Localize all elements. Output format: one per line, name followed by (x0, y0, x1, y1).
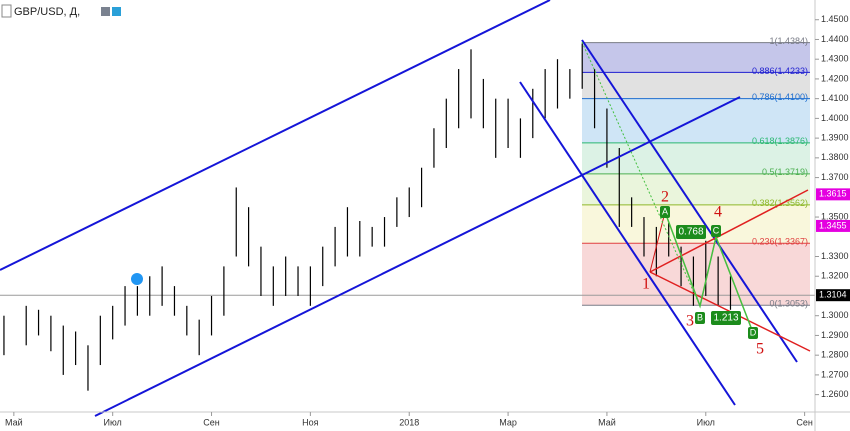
pattern-point: B (697, 312, 703, 322)
channel-line[interactable] (519, 81, 736, 406)
legend: GBP/USD, Д, (1, 4, 143, 285)
y-tick-label: 1.4200 (821, 73, 849, 83)
wave-label: 5 (756, 341, 764, 358)
y-tick-label: 1.3500 (821, 211, 849, 221)
event-marker[interactable] (131, 273, 143, 285)
abcd-path[interactable] (664, 211, 753, 331)
axes: 1.2600 1.2700 1.2800 1.2900 1.3000 1.3200 1.33… (5, 14, 850, 427)
pattern-point: A (662, 206, 668, 216)
fib-label: 0.786(1.4100) (752, 92, 808, 102)
pattern-point-box (748, 327, 758, 339)
y-tick-label: 1.3200 (821, 271, 849, 281)
wave-label: 2 (661, 189, 669, 206)
x-tick-label: Май (5, 417, 23, 427)
y-tick-label: 1.2700 (821, 369, 849, 379)
x-tick-label: Сен (796, 417, 813, 427)
y-tick-label: 1.2600 (821, 389, 849, 399)
price-label: 1.3615 (819, 189, 847, 199)
fib-band (582, 142, 810, 174)
pattern-point-box (660, 206, 670, 218)
abcd-dotted (581, 41, 701, 307)
fib-label: 0.236(1.3367) (752, 237, 808, 247)
price-label: 1.3455 (819, 220, 847, 230)
channel-line[interactable] (581, 39, 798, 363)
channel-line[interactable] (0, 0, 551, 271)
fib-label: 1(1.4384) (769, 36, 808, 46)
y-tick-label: 1.4000 (821, 113, 849, 123)
symbol-icon[interactable] (1, 4, 12, 18)
wave-label: 4 (714, 204, 722, 221)
y-tick-label: 1.3800 (821, 152, 849, 162)
y-tick-label: 1.3300 (821, 251, 849, 261)
y-tick-label: 1.4400 (821, 34, 849, 44)
fib-band (582, 98, 810, 143)
wave-label: 3 (686, 313, 694, 330)
annotations: 1 2 3 4 5 A B C D 0.768 1.213 (642, 189, 764, 358)
ratio-box (711, 311, 741, 325)
indicator-icon[interactable] (112, 7, 121, 16)
y-tick-label: 1.2800 (821, 350, 849, 360)
ratio-box (676, 225, 706, 239)
ratio-label: 1.213 (713, 313, 738, 324)
fib-label: 0.382(1.3562) (752, 198, 808, 208)
fib-label: 0.886(1.4233) (752, 66, 808, 76)
x-tick-label: 2018 (399, 417, 419, 427)
fib-retracement: 1(1.4384) 0.886(1.4233) 0.786(1.4100) 0.618… (582, 36, 810, 309)
y-tick-label: 1.3700 (821, 172, 849, 182)
pattern-point-box (695, 312, 705, 324)
wave-label: 1 (642, 276, 650, 293)
settings-icon[interactable] (101, 7, 110, 16)
y-tick-label: 1.4500 (821, 14, 849, 24)
fib-label: 0.5(1.3719) (762, 167, 808, 177)
fib-band (582, 72, 810, 99)
fib-band (582, 173, 810, 205)
y-tick-label: 1.3000 (821, 310, 849, 320)
price-label-box (816, 219, 850, 232)
x-tick-label: Июл (104, 417, 122, 427)
channel-line[interactable] (94, 96, 741, 417)
ratio-label: 0.768 (678, 227, 703, 238)
fib-band (582, 42, 810, 73)
chart-title: GBP/USD, Д, (14, 6, 80, 18)
pattern-point: C (713, 225, 720, 235)
y-tick-label: 1.3900 (821, 132, 849, 142)
pattern-point: D (750, 327, 757, 337)
price-label: 1.3104 (819, 290, 847, 300)
trend-lines (0, 0, 811, 417)
price-label-box (816, 289, 850, 302)
y-tick-label: 1.4300 (821, 54, 849, 64)
y-tick-label: 1.4100 (821, 93, 849, 103)
x-tick-label: Сен (203, 417, 220, 427)
fib-label: 0(1.3053) (769, 299, 808, 309)
x-tick-label: Май (598, 417, 616, 427)
pattern-point-box (711, 225, 721, 237)
x-tick-label: Мар (499, 417, 517, 427)
x-tick-label: Ноя (302, 417, 319, 427)
y-tick-label: 1.2900 (821, 330, 849, 340)
fib-label: 0.618(1.3876) (752, 136, 808, 146)
x-tick-label: Июл (697, 417, 715, 427)
price-label-box (816, 188, 850, 201)
price-bars (3, 43, 732, 391)
wave-line[interactable] (649, 189, 809, 273)
